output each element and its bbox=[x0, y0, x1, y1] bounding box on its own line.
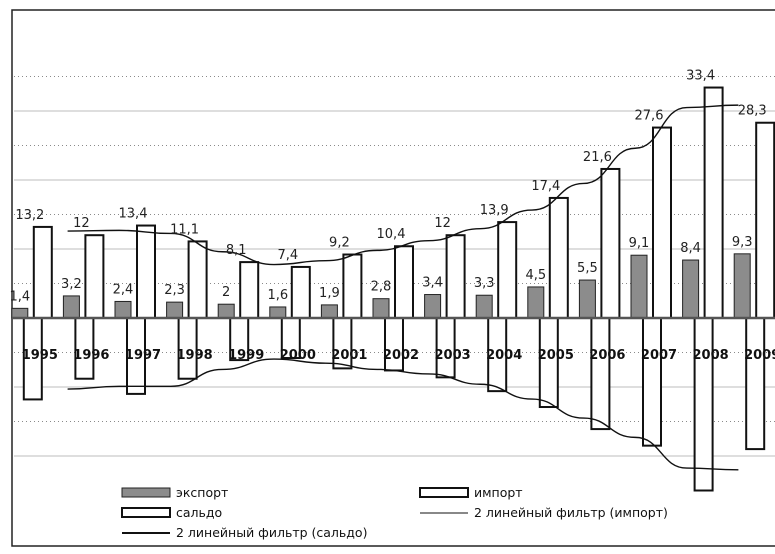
bar-import bbox=[703, 86, 724, 320]
x-tick-label: 2003 bbox=[435, 348, 471, 363]
x-tick-labels: 1995 1996 1997 1998 1999 2000 2001 2002 2003 2004… bbox=[22, 348, 775, 363]
x-tick-label: 1996 bbox=[73, 348, 109, 363]
bar-import bbox=[497, 221, 518, 319]
data-label-export: 8,4 bbox=[680, 241, 701, 256]
data-label-export: 4,5 bbox=[525, 268, 546, 283]
trendlines bbox=[67, 104, 739, 471]
data-label-import: 17,4 bbox=[531, 179, 560, 194]
data-label-export: 1,6 bbox=[267, 288, 288, 303]
legend-label-trend-saldo: 2 линейный фильтр (сальдо) bbox=[176, 525, 367, 540]
bar-import bbox=[342, 253, 363, 320]
bar-saldo bbox=[745, 317, 766, 451]
bar-export bbox=[217, 303, 235, 319]
data-label-import: 10,4 bbox=[377, 227, 406, 242]
x-tick-label: 1995 bbox=[22, 348, 58, 363]
x-tick-label: 2002 bbox=[383, 348, 419, 363]
bar-export bbox=[320, 304, 338, 319]
data-label-import: 28,3 bbox=[738, 104, 767, 119]
bar-export bbox=[475, 294, 493, 319]
data-label-export: 1,4 bbox=[9, 289, 30, 304]
data-label-import: 21,6 bbox=[583, 150, 612, 165]
legend-swatch-saldo bbox=[121, 507, 171, 518]
data-label-export: 5,5 bbox=[577, 261, 598, 276]
bar-import bbox=[32, 225, 53, 319]
legend-label-export: экспорт bbox=[176, 485, 228, 500]
bar-import bbox=[600, 167, 621, 319]
bar-import bbox=[136, 224, 156, 319]
legend-label-saldo: сальдо bbox=[176, 505, 222, 520]
bar-export bbox=[11, 307, 29, 319]
legend-swatch-import bbox=[419, 487, 469, 498]
x-tick-label: 2009 bbox=[744, 348, 775, 363]
x-tick-label: 2001 bbox=[331, 348, 367, 363]
x-tick-label: 2005 bbox=[538, 348, 574, 363]
data-label-import: 27,6 bbox=[635, 109, 664, 124]
data-label-export: 2,4 bbox=[113, 282, 134, 297]
data-label-import: 12 bbox=[434, 216, 451, 231]
data-label-export: 9,3 bbox=[732, 235, 753, 250]
bar-import bbox=[548, 196, 569, 319]
bar-import bbox=[239, 261, 260, 319]
bar-export bbox=[372, 298, 390, 319]
bar-import bbox=[394, 245, 414, 320]
x-tick-label: 2000 bbox=[280, 348, 316, 363]
legend-swatch-export bbox=[121, 487, 171, 498]
bar-export bbox=[578, 279, 596, 319]
x-tick-label: 2008 bbox=[693, 348, 729, 363]
plot-frame bbox=[11, 9, 775, 547]
x-tick-label: 1997 bbox=[125, 348, 161, 363]
data-label-import: 11,1 bbox=[170, 222, 199, 237]
trendline-saldo bbox=[67, 358, 739, 471]
bar-export bbox=[114, 300, 132, 319]
bar-import bbox=[84, 234, 105, 319]
bar-export bbox=[269, 306, 287, 319]
data-label-import: 7,4 bbox=[277, 248, 298, 263]
data-label-export: 2,8 bbox=[371, 280, 392, 295]
data-label-export: 2 bbox=[222, 285, 230, 300]
bar-import bbox=[652, 126, 672, 319]
bar-import bbox=[445, 234, 466, 319]
data-label-export: 2,3 bbox=[164, 283, 185, 298]
legend: экспорт импорт сальдо 2 линейный фильтр … bbox=[121, 485, 668, 540]
data-label-import: 13,2 bbox=[15, 208, 44, 223]
bar-export bbox=[733, 253, 751, 319]
data-label-import: 9,2 bbox=[329, 236, 350, 251]
legend-label-trend-import: 2 линейный фильтр (импорт) bbox=[474, 505, 668, 520]
bar-export bbox=[424, 294, 442, 319]
trendline-import bbox=[67, 104, 739, 266]
bar-export bbox=[62, 295, 80, 319]
data-label-export: 3,3 bbox=[474, 276, 495, 291]
data-label-import: 8,1 bbox=[226, 243, 247, 258]
data-labels: 1,4 13,2 3,2 12 2,4 13,4 2,3 11,1 2 8,1 1,6 7,4 1,9 9… bbox=[9, 69, 766, 305]
data-label-import: 12 bbox=[73, 216, 90, 231]
bar-export bbox=[682, 259, 700, 319]
data-label-import: 13,4 bbox=[119, 207, 148, 222]
x-tick-label: 2007 bbox=[641, 348, 677, 363]
bar-import bbox=[290, 265, 311, 320]
bar-saldo bbox=[590, 317, 611, 431]
data-label-export: 3,4 bbox=[422, 276, 443, 291]
bar-import bbox=[187, 240, 208, 319]
data-label-export: 3,2 bbox=[61, 277, 82, 292]
bar-import bbox=[755, 121, 775, 320]
bar-export bbox=[527, 286, 545, 319]
data-label-export: 9,1 bbox=[629, 236, 650, 251]
bar-saldo bbox=[693, 317, 714, 492]
x-tick-label: 1998 bbox=[177, 348, 213, 363]
x-tick-label: 2006 bbox=[589, 348, 625, 363]
bar-export bbox=[166, 301, 184, 319]
x-tick-label: 1999 bbox=[228, 348, 264, 363]
bar-saldo bbox=[642, 317, 662, 447]
bar-export bbox=[630, 254, 648, 319]
data-label-import: 13,9 bbox=[480, 203, 509, 218]
legend-label-import: импорт bbox=[474, 485, 523, 500]
x-tick-label: 2004 bbox=[486, 348, 522, 363]
data-label-import: 33,4 bbox=[686, 69, 715, 84]
data-label-export: 1,9 bbox=[319, 286, 340, 301]
